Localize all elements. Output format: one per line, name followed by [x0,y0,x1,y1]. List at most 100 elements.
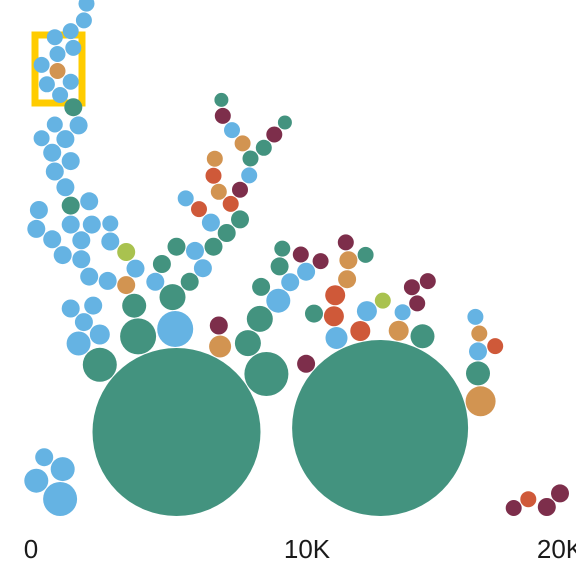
bubble-12 [323,306,344,327]
bubble-46 [61,299,80,318]
bubble-91 [49,63,66,79]
bubble-68 [35,448,54,467]
bubble-2 [244,352,289,396]
bubble-102 [167,237,186,256]
bubble-23 [74,313,93,332]
x-axis: 0 10K 20K [24,534,576,564]
bubble-59 [101,232,120,251]
bubble-21 [66,331,91,356]
x-tick-label-10k: 10K [284,534,331,564]
bubble-58 [72,250,91,269]
bubble-22 [122,293,147,318]
bubble-16 [388,320,409,341]
bubble-96 [64,98,83,117]
bubble-36 [297,354,316,373]
bubble-45 [46,116,63,133]
bubble-116 [206,150,223,167]
bubble-14 [350,321,371,341]
bubble-29 [126,259,145,278]
bubble-7 [209,335,232,358]
bubble-74 [61,196,80,215]
bubble-42 [537,498,556,516]
bubble-60 [201,213,220,232]
bubble-65 [469,342,487,361]
bubble-109 [374,292,391,309]
bubble-15 [356,301,377,322]
bubble-62 [252,277,271,296]
bubble-24 [146,272,165,291]
bubble-108 [357,246,374,263]
bubble-57 [38,76,55,93]
bubble-99 [78,0,95,12]
bubble-69 [53,246,72,265]
bubble-80 [27,219,46,238]
bubble-104 [277,115,292,130]
bubble-28 [117,276,136,295]
bubble-117 [224,122,240,139]
x-tick-label-20k: 20K [537,534,576,564]
bubble-11 [266,288,291,313]
bubble-41 [520,491,537,508]
bubble-88 [69,116,88,135]
bubble-76 [255,139,272,156]
bubble-112 [403,279,420,296]
bubble-39 [487,338,504,355]
bubble-4 [120,318,157,355]
bubble-6 [159,284,186,311]
bubble-114 [325,285,346,306]
bubble-35 [241,167,258,184]
bubble-113 [419,273,436,290]
bubble-110 [394,304,411,321]
bubble-1 [292,340,469,516]
bubble-61 [231,210,249,229]
bubble-94 [65,39,82,56]
bubble-111 [409,295,426,312]
bubble-38 [339,251,358,270]
bubble-63 [270,257,289,276]
bubble-67 [467,308,484,325]
bubble-103 [210,183,227,200]
bubble-98 [75,12,92,29]
bubble-70 [72,231,91,250]
bubble-26 [209,316,228,335]
bubble-78 [234,135,251,152]
bubble-87 [56,130,75,149]
bubble-cluster [24,0,569,516]
bubble-75 [242,150,259,167]
bubble-44 [33,130,50,147]
bubble-50 [204,237,223,256]
bubble-77 [274,240,291,257]
bubble-5 [157,311,194,347]
bubble-119 [214,107,231,124]
bubble-92 [33,56,50,73]
bubble-71 [43,230,62,249]
bubble-19 [465,386,496,417]
bubble-85 [61,152,80,171]
bubble-118 [214,92,229,107]
bubble-3 [82,347,117,382]
bubble-51 [43,482,78,516]
bubble-27 [193,259,212,278]
bubble-34 [232,181,248,198]
bubble-40 [505,500,522,516]
bubble-49 [186,241,204,260]
bubble-95 [46,29,63,46]
bubble-32 [98,271,117,290]
bubble-120 [177,190,194,207]
bubble-90 [62,73,79,90]
bubble-106 [325,327,348,349]
bubble-53 [217,224,236,242]
bubble-105 [292,246,309,263]
bubble-17 [410,324,435,349]
bubble-107 [337,234,354,251]
bubble-73 [82,215,101,234]
bubble-30 [152,255,171,273]
bubble-84 [45,162,64,181]
bubble-86 [43,143,62,162]
bubble-18 [466,361,490,386]
bubble-0 [92,348,261,516]
bubble-13 [338,270,357,289]
bubble-64 [297,262,316,281]
bubble-56 [52,87,69,103]
